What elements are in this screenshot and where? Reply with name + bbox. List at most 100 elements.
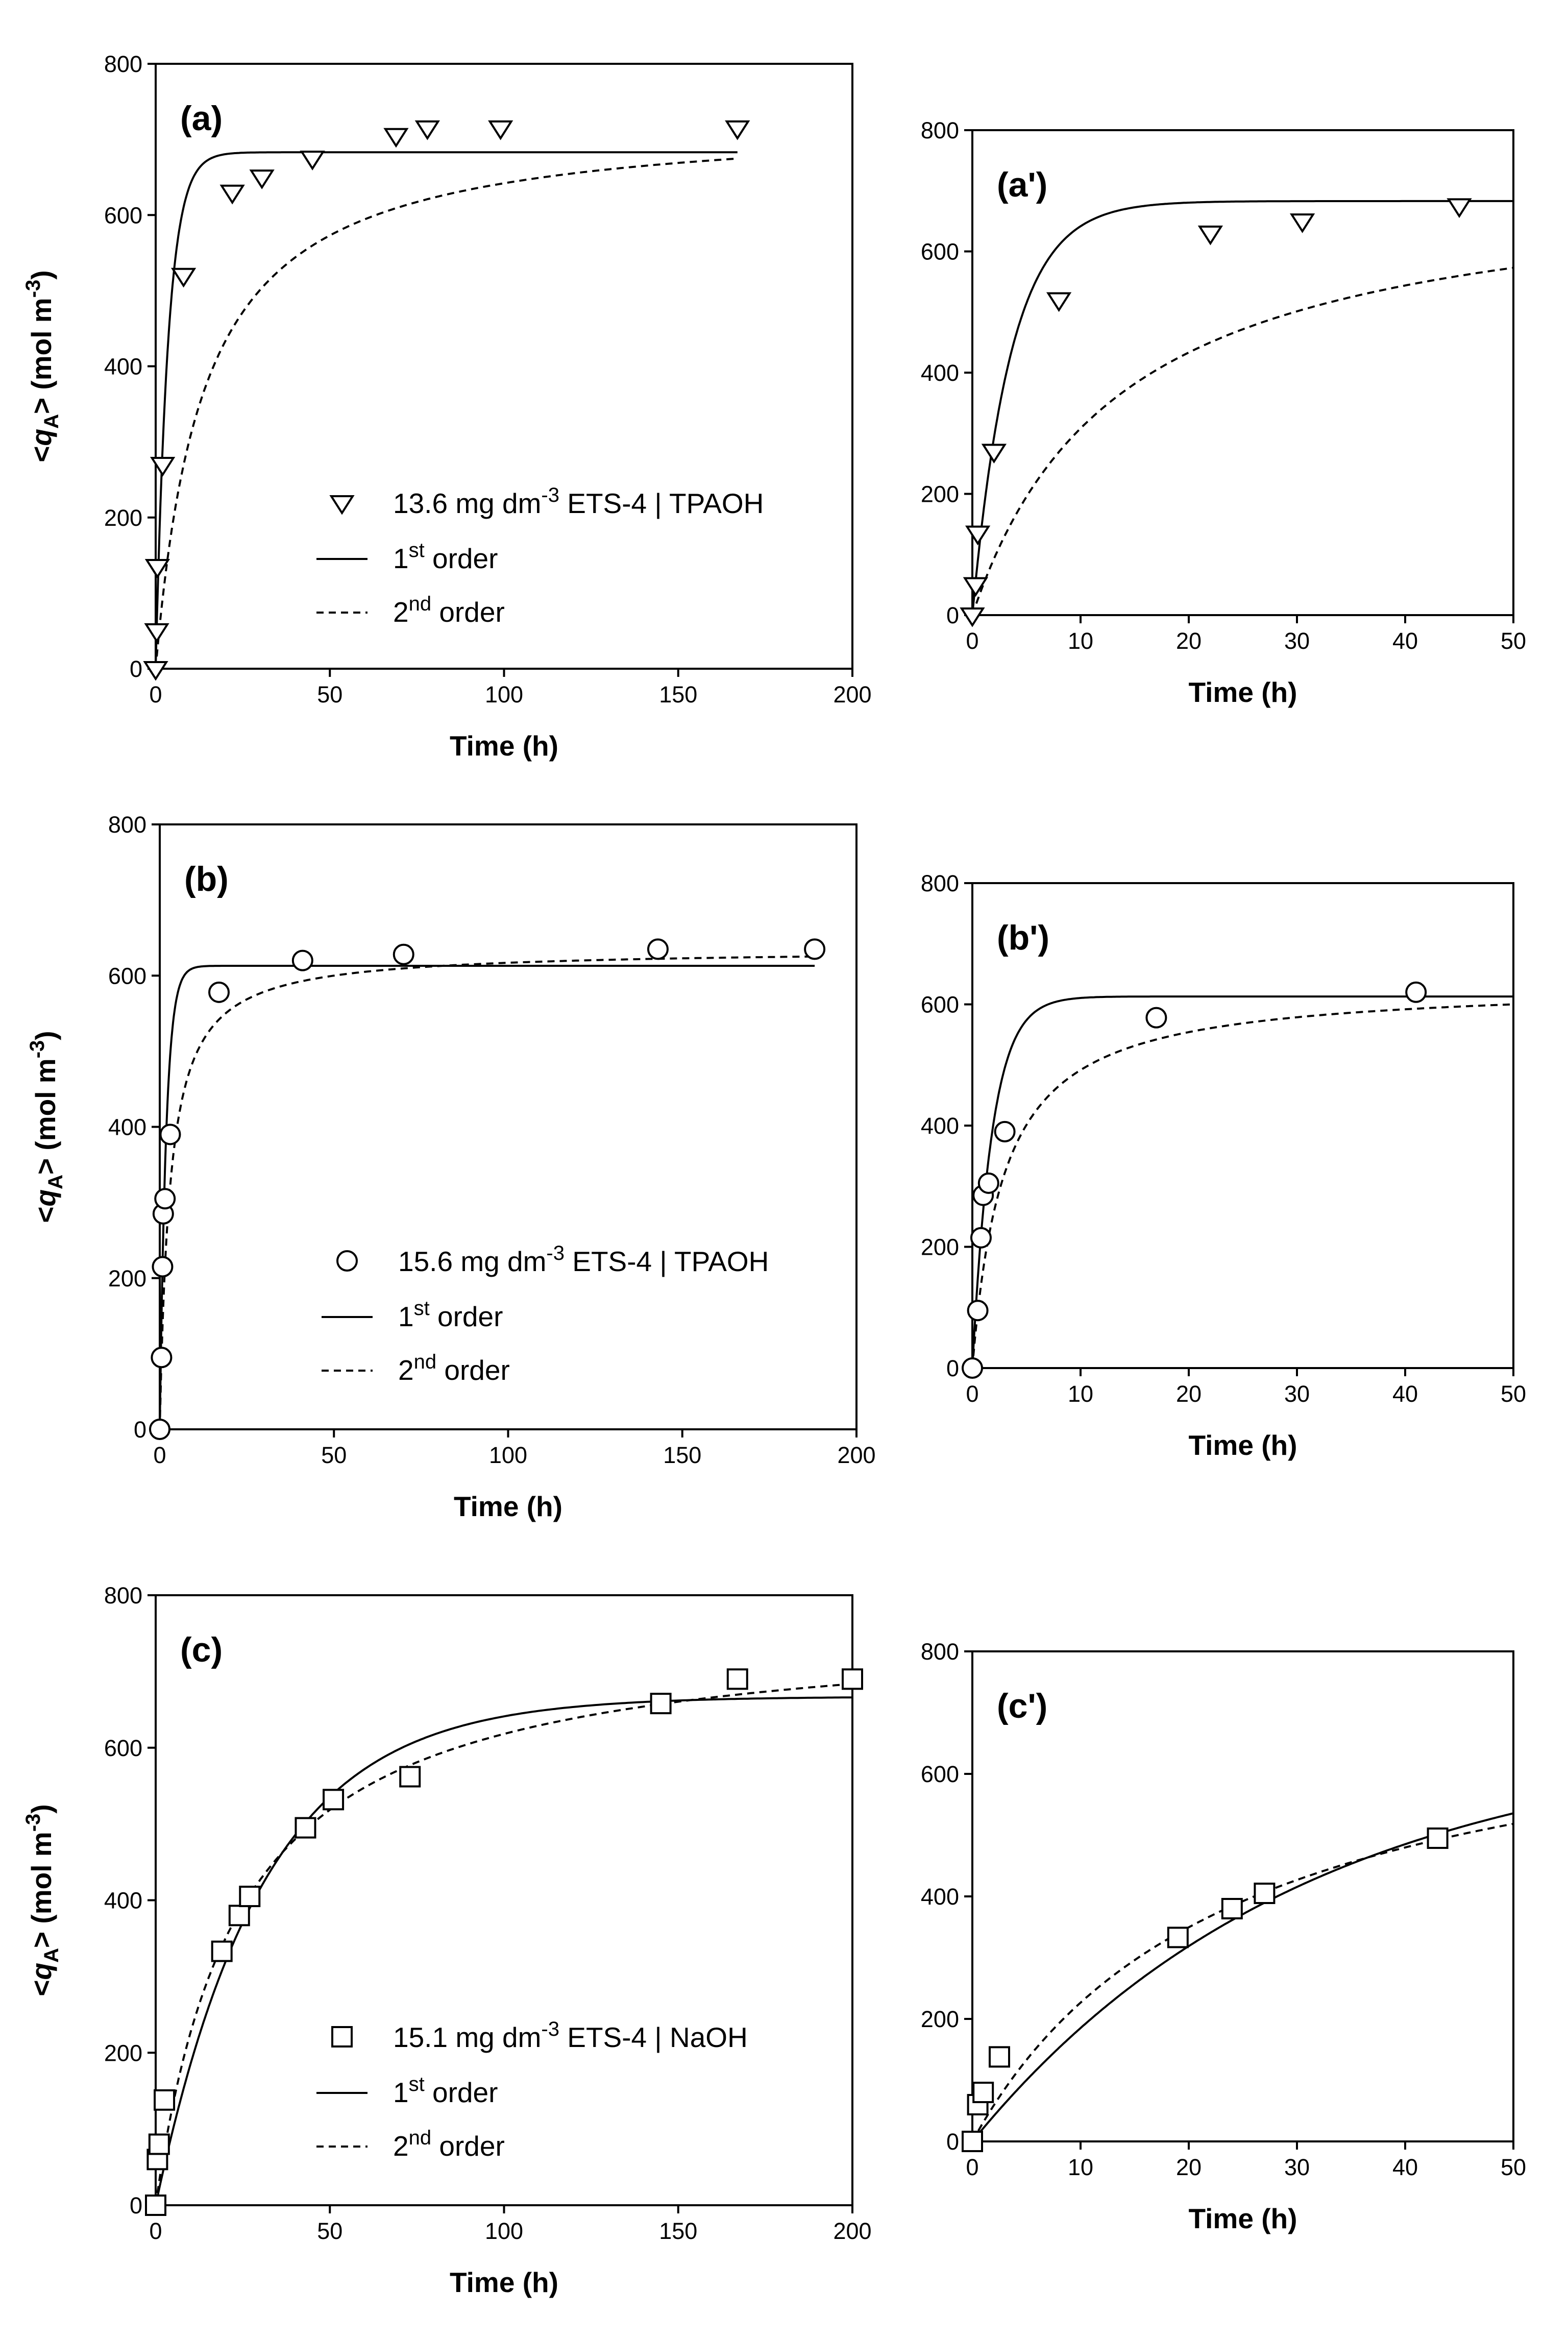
y-tick-label: 0 [130,2192,142,2219]
x-tick-label: 40 [1392,1381,1418,1407]
y-tick-label: 600 [104,202,142,228]
data-point [1221,1898,1243,1919]
x-tick-label: 200 [833,2218,871,2244]
x-tick-label: 50 [1501,628,1526,654]
data-point [962,2131,983,2152]
plot-frame-b [159,823,857,1430]
data-point [383,128,409,148]
x-axis-label: Time (h) [1189,2203,1297,2234]
data-point [144,623,169,643]
data-point [414,120,440,140]
data-point [148,2133,170,2155]
second-order-fit-line [155,157,738,669]
x-tick-label: 20 [1176,1381,1202,1407]
y-tick-label: 600 [921,1761,959,1787]
data-point [1289,213,1315,233]
x-axis-label: Time (h) [1189,676,1297,708]
y-tick-label: 800 [921,117,959,143]
data-point [1167,1927,1189,1948]
legend: 15.6 mg dm-3 ETS-4 | TPAOH 1st order 2nd o… [322,1242,769,1386]
y-tick-label: 0 [134,1417,146,1443]
panel-c: 0 50 100 150 200 0 200 400 600 800 Time (h) <qA> (m… [22,1582,872,2298]
data-point [967,1300,989,1322]
y-tick-label: 200 [104,2040,142,2066]
data-point [295,1817,316,1839]
y-tick-label: 400 [921,1884,959,1910]
x-tick-label: 0 [966,628,978,654]
legend-second-order-label: 2nd order [393,2127,505,2162]
plot-frame-a [155,63,853,670]
y-tick-label: 200 [921,2006,959,2032]
y-tick-label: 600 [921,992,959,1018]
first-order-fit-line [155,151,738,669]
data-point [960,607,985,627]
y-tick-label: 800 [104,1582,142,1608]
legend-second-order-label: 2nd order [398,1351,510,1386]
x-tick-label: 40 [1392,628,1418,654]
panel-b_prime: 0 10 20 30 40 50 0 200 400 600 800 Time (h) (b') [921,870,1526,1461]
x-tick-label: 50 [1501,2154,1526,2180]
y-tick-label: 400 [104,354,142,380]
data-point [154,1188,176,1210]
data-point [965,525,991,546]
y-tick-label: 800 [921,870,959,896]
second-order-fit-line [971,1003,1514,1369]
y-tick-label: 600 [108,963,146,989]
data-point [726,1668,748,1690]
y-tick-label: 0 [946,1355,959,1381]
data-point [228,1905,250,1927]
y-axis-label: <qA> (mol m-3) [26,1031,67,1223]
data-point [219,184,245,205]
y-tick-label: 0 [130,656,142,682]
panel-label: (c) [180,1630,223,1669]
x-tick-label: 0 [149,681,162,708]
data-point [981,444,1007,464]
plot-frame-c_prime [971,1650,1514,2142]
panel-label: (b') [997,918,1049,957]
data-point [962,1357,983,1379]
y-tick-label: 800 [921,1639,959,1665]
legend-marker [329,495,355,515]
first-order-fit-line [971,995,1513,1369]
data-point [249,169,275,189]
legend-data-label: 15.1 mg dm-3 ETS-4 | NaOH [393,2018,748,2053]
y-tick-label: 400 [921,1113,959,1139]
x-tick-label: 50 [321,1442,347,1468]
plot-frame-b_prime [971,882,1514,1369]
x-tick-label: 30 [1284,2154,1310,2180]
y-tick-label: 400 [108,1114,146,1140]
data-point [970,1227,992,1249]
data-point [647,938,669,960]
x-tick-label: 30 [1284,1381,1310,1407]
panel-label: (c') [997,1687,1047,1725]
y-tick-label: 200 [921,481,959,507]
x-tick-label: 20 [1176,628,1202,654]
y-tick-label: 200 [108,1265,146,1291]
y-tick-label: 400 [104,1888,142,1914]
data-point [151,1347,173,1369]
x-tick-label: 0 [153,1442,166,1468]
y-tick-label: 0 [946,2129,959,2155]
second-order-fit-line [159,955,815,1430]
x-axis-label: Time (h) [1189,1429,1297,1461]
y-tick-label: 600 [921,239,959,265]
legend-marker [331,2026,353,2048]
data-point [149,1419,170,1440]
legend: 13.6 mg dm-3 ETS-4 | TPAOH 1st order 2nd o… [316,484,764,628]
data-point [977,1172,999,1194]
data-point [1254,1883,1276,1904]
data-point [1145,1007,1167,1029]
data-point [399,1766,421,1788]
y-tick-label: 800 [108,812,146,838]
panel-b: 0 50 100 150 200 0 200 400 600 800 Time (h) <qA> (m… [26,812,876,1522]
panel-a: 0 50 100 150 200 0 200 400 600 800 Time (h) <qA> (m… [22,51,872,762]
data-point [989,2046,1010,2068]
first-order-fit-line [971,200,1513,616]
x-tick-label: 50 [317,681,342,708]
data-point [488,120,513,140]
data-point [1046,292,1072,312]
legend-marker [336,1250,358,1272]
data-point [1405,981,1427,1003]
x-tick-label: 10 [1068,1381,1093,1407]
legend-second-order-label: 2nd order [393,593,505,628]
